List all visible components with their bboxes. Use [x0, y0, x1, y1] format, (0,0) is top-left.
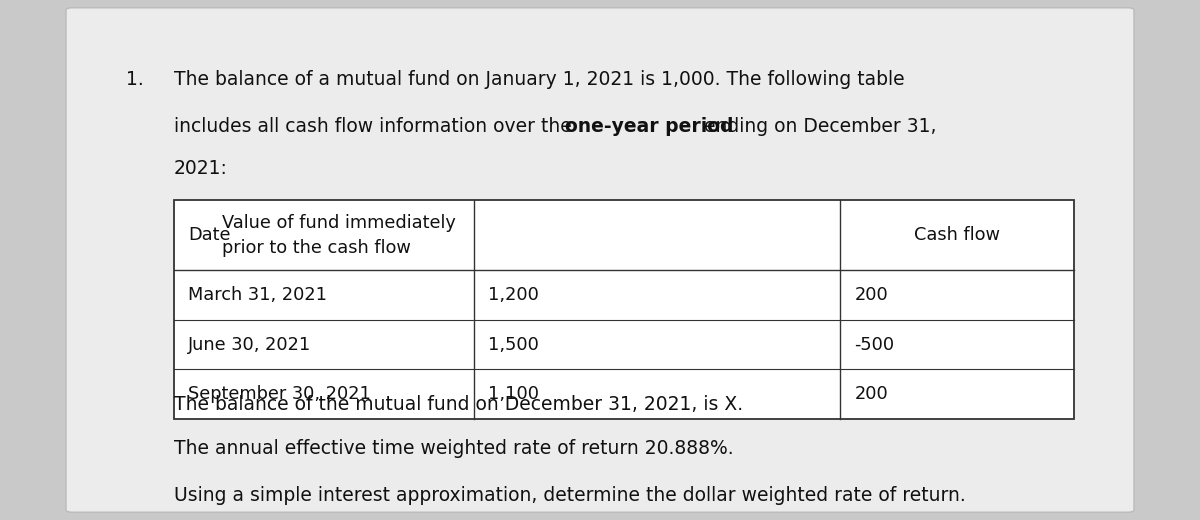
Text: The annual effective time weighted rate of return 20.888%.: The annual effective time weighted rate …: [174, 439, 733, 459]
Text: Using a simple interest approximation, determine the dollar weighted rate of ret: Using a simple interest approximation, d…: [174, 486, 966, 505]
Text: June 30, 2021: June 30, 2021: [188, 335, 312, 354]
Text: September 30, 2021: September 30, 2021: [188, 385, 371, 403]
Text: ending on December 31,: ending on December 31,: [698, 117, 936, 136]
Text: includes all cash flow information over the: includes all cash flow information over …: [174, 117, 577, 136]
Text: 200: 200: [854, 286, 888, 304]
Text: The balance of a mutual fund on January 1, 2021 is 1,000. The following table: The balance of a mutual fund on January …: [174, 70, 905, 89]
Text: one-year period: one-year period: [565, 117, 733, 136]
Text: The balance of the mutual fund on December 31, 2021, is X.: The balance of the mutual fund on Decemb…: [174, 395, 743, 414]
Text: Date: Date: [188, 226, 230, 244]
Text: Cash flow: Cash flow: [914, 226, 1000, 244]
Text: -500: -500: [854, 335, 894, 354]
Text: 200: 200: [854, 385, 888, 403]
Text: 1,500: 1,500: [488, 335, 539, 354]
Text: 1,200: 1,200: [488, 286, 539, 304]
Text: Value of fund immediately
prior to the cash flow: Value of fund immediately prior to the c…: [222, 214, 456, 257]
Text: March 31, 2021: March 31, 2021: [188, 286, 328, 304]
Text: 2021:: 2021:: [174, 159, 228, 178]
Text: 1.: 1.: [126, 70, 144, 89]
Text: 1,100: 1,100: [488, 385, 540, 403]
